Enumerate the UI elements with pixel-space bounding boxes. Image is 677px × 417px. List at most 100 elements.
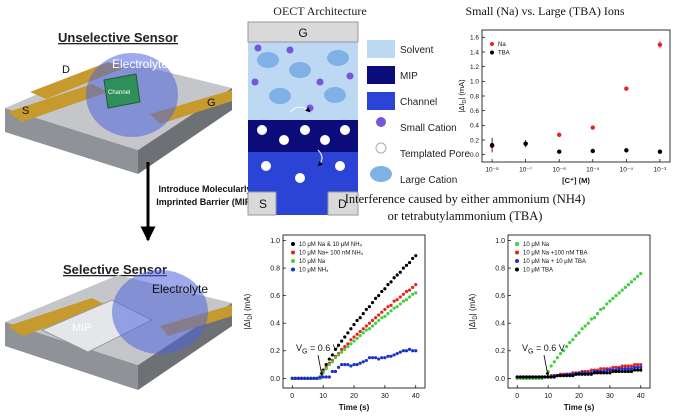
data-point (352, 323, 355, 326)
architecture-legend: SolventMIPChannelSmall CationTemplated P… (400, 45, 470, 186)
data-point (408, 261, 411, 264)
data-point (340, 363, 343, 366)
data-point (343, 335, 346, 338)
data-point (368, 305, 371, 308)
data-point (611, 297, 614, 300)
data-point (312, 377, 315, 380)
data-point (368, 327, 371, 330)
x-axis-label: Time (s) (339, 403, 370, 412)
device-label: S (22, 105, 29, 117)
y-tick-label: 0.0 (270, 376, 280, 383)
data-point (562, 374, 565, 377)
data-point (399, 295, 402, 298)
y-axis-label-part: | (mA) (457, 79, 466, 100)
data-point (334, 356, 337, 359)
arrow-text: Introduce Molecularly (158, 184, 251, 194)
annotation-part: = 0.6 V (533, 343, 564, 353)
data-point (328, 375, 331, 378)
data-point (556, 356, 559, 359)
data-point (633, 278, 636, 281)
electrode-label: G (298, 26, 307, 40)
data-point (658, 42, 662, 46)
data-point (343, 345, 346, 348)
data-point (627, 283, 630, 286)
annotation-part: = 0.6 V (307, 343, 338, 353)
data-point (568, 374, 571, 377)
data-point (550, 375, 553, 378)
x-tick-label: 30 (381, 393, 389, 400)
data-point (630, 370, 633, 373)
device-label: Channel (108, 90, 130, 96)
data-point (346, 342, 349, 345)
data-point (371, 324, 374, 327)
data-point (405, 290, 408, 293)
data-point (618, 370, 621, 373)
data-point (402, 300, 405, 303)
data-point (590, 317, 593, 320)
data-point (359, 362, 362, 365)
data-point (325, 375, 328, 378)
data-point (408, 289, 411, 292)
data-point (523, 141, 527, 145)
data-point (605, 302, 608, 305)
data-point (389, 309, 392, 312)
annotation: VG = 0.6 V (522, 343, 565, 356)
legend-label: 10 μM Na & 10 μM NH₄ (299, 242, 363, 248)
data-point (624, 367, 627, 370)
data-point (614, 294, 617, 297)
data-point (374, 297, 377, 300)
y-axis-label: |ΔID| (mA) (243, 293, 254, 329)
data-point (389, 280, 392, 283)
data-point (636, 368, 639, 371)
legend-label: 10 μM Na (523, 242, 550, 248)
data-point (414, 283, 417, 286)
data-point (556, 374, 559, 377)
data-point (374, 316, 377, 319)
y-tick-label: 0.2 (470, 137, 479, 144)
data-point (553, 375, 556, 378)
data-point (349, 338, 352, 341)
data-point (383, 287, 386, 290)
data-point (393, 276, 396, 279)
data-point (411, 293, 414, 296)
data-point (331, 370, 334, 373)
legend-label: 10 μM TBA (523, 268, 553, 274)
data-point (325, 363, 328, 366)
x-axis-label: Time (s) (564, 403, 595, 412)
data-point (399, 271, 402, 274)
caption: or tetrabutylammonium (TBA) (388, 209, 543, 223)
data-point (633, 366, 636, 369)
data-point (618, 291, 621, 294)
device-unselective (5, 53, 232, 174)
data-point (365, 308, 368, 311)
data-point (550, 364, 553, 367)
data-point (340, 348, 343, 351)
figure: Unselective Sensor D S G Electrolyte Cha… (0, 0, 677, 417)
x-tick-label: 10⁻⁸ (485, 167, 499, 174)
x-tick-label: 10⁻⁵ (586, 167, 600, 174)
x-tick-label: 10⁻³ (653, 167, 667, 174)
arrow-text: Imprinted Barrier (MIP) (156, 197, 254, 207)
data-point (596, 371, 599, 374)
x-tick-label: 30 (606, 393, 614, 400)
data-point (399, 351, 402, 354)
data-point (519, 375, 522, 378)
y-axis-label: |ΔID| (mA) (468, 293, 479, 329)
data-point (405, 264, 408, 267)
data-point (608, 368, 611, 371)
legend-marker (490, 51, 494, 55)
data-point (386, 305, 389, 308)
y-axis-label-part: | (mA) (243, 293, 252, 315)
data-point (540, 375, 543, 378)
data-point (630, 280, 633, 283)
y-tick-label: 0.4 (495, 321, 505, 328)
data-point (306, 377, 309, 380)
data-point (639, 368, 642, 371)
x-tick-label: 40 (412, 393, 420, 400)
data-point (352, 335, 355, 338)
x-tick-label: 10⁻⁶ (553, 167, 567, 174)
legend-marker (291, 259, 295, 263)
data-point (593, 316, 596, 319)
data-point (337, 353, 340, 356)
y-tick-label: 0.4 (270, 321, 280, 328)
